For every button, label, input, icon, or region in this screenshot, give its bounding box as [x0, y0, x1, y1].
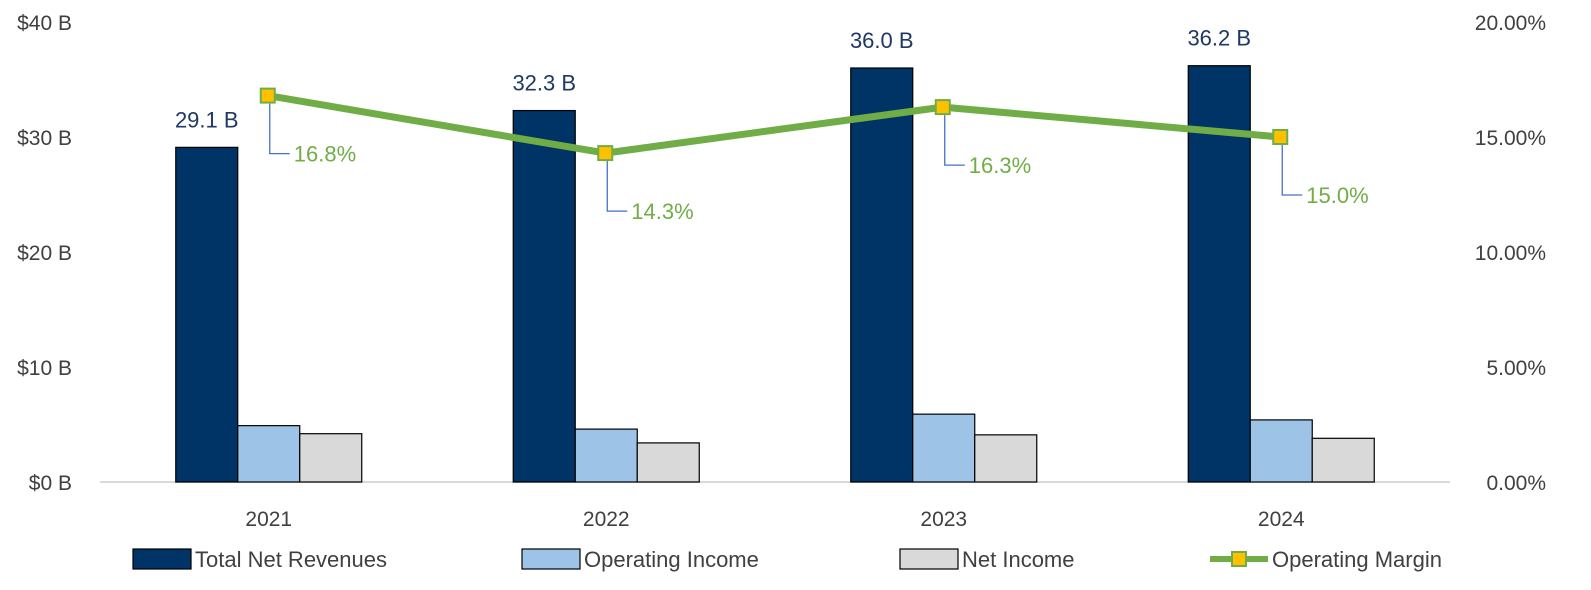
right-tick-label: 5.00% — [1486, 357, 1546, 380]
legend-marker-swatch — [1231, 551, 1247, 567]
legend-swatch — [521, 548, 581, 570]
legend-label: Net Income — [962, 547, 1075, 572]
operating-margin-line: 16.8% 14.3% 16.3% 15.0% — [259, 87, 1369, 224]
bar — [299, 433, 363, 483]
bar — [850, 67, 914, 483]
right-tick-label: 15.00% — [1475, 127, 1546, 150]
margin-data-label: 14.3% — [631, 199, 693, 224]
left-tick-label: $0 B — [29, 472, 72, 495]
x-tick-label: 2021 — [245, 508, 292, 531]
legend-label: Total Net Revenues — [195, 547, 387, 572]
right-tick-label: 10.00% — [1475, 242, 1546, 265]
legend-label: Operating Income — [584, 547, 759, 572]
bar — [974, 434, 1038, 483]
leader-line — [606, 161, 628, 212]
margin-data-label: 16.3% — [969, 153, 1031, 178]
bar-data-label: 36.0 B — [850, 28, 914, 53]
bar — [912, 413, 976, 483]
bar — [512, 109, 576, 483]
x-tick-label: 2024 — [1258, 508, 1305, 531]
left-tick-label: $20 B — [17, 242, 72, 265]
bars — [175, 65, 1375, 483]
bar-data-label: 32.3 B — [512, 71, 576, 96]
bar-labels: 29.1 B 32.3 B 36.0 B 36.2 B — [175, 26, 1251, 133]
leader-line — [269, 103, 290, 155]
legend-swatch — [132, 548, 192, 570]
bar — [1311, 437, 1375, 483]
margin-series-line — [267, 92, 1281, 157]
margin-data-label: 16.8% — [294, 142, 356, 167]
leader-line — [1281, 145, 1303, 196]
bar — [237, 425, 301, 483]
left-tick-label: $40 B — [17, 12, 72, 35]
margin-marker — [934, 99, 951, 116]
leader-line — [944, 115, 965, 166]
margin-data-label: 15.0% — [1306, 183, 1368, 208]
left-tick-label: $10 B — [17, 357, 72, 380]
bar-data-label: 36.2 B — [1187, 26, 1251, 51]
margin-marker — [259, 87, 276, 104]
bar — [1249, 419, 1313, 483]
legend: Total Net Revenues Operating Income Net In… — [132, 547, 1442, 572]
bar-data-label: 29.1 B — [175, 107, 239, 132]
right-tick-label: 20.00% — [1475, 12, 1546, 35]
bar — [636, 442, 700, 483]
bar — [574, 428, 638, 483]
bar — [175, 146, 239, 483]
margin-marker — [597, 145, 614, 162]
right-tick-label: 0.00% — [1486, 472, 1546, 495]
right-y-axis: 0.00% 5.00% 10.00% 15.00% 20.00% — [1475, 12, 1546, 495]
legend-label: Operating Margin — [1272, 547, 1442, 572]
x-tick-label: 2022 — [583, 508, 630, 531]
x-tick-label: 2023 — [920, 508, 967, 531]
left-tick-label: $30 B — [17, 127, 72, 150]
legend-swatch — [899, 548, 959, 570]
x-axis-ticks: 2021 2022 2023 2024 — [245, 508, 1305, 531]
margin-marker — [1272, 129, 1289, 145]
left-y-axis: $0 B $10 B $20 B $30 B $40 B — [17, 12, 72, 495]
